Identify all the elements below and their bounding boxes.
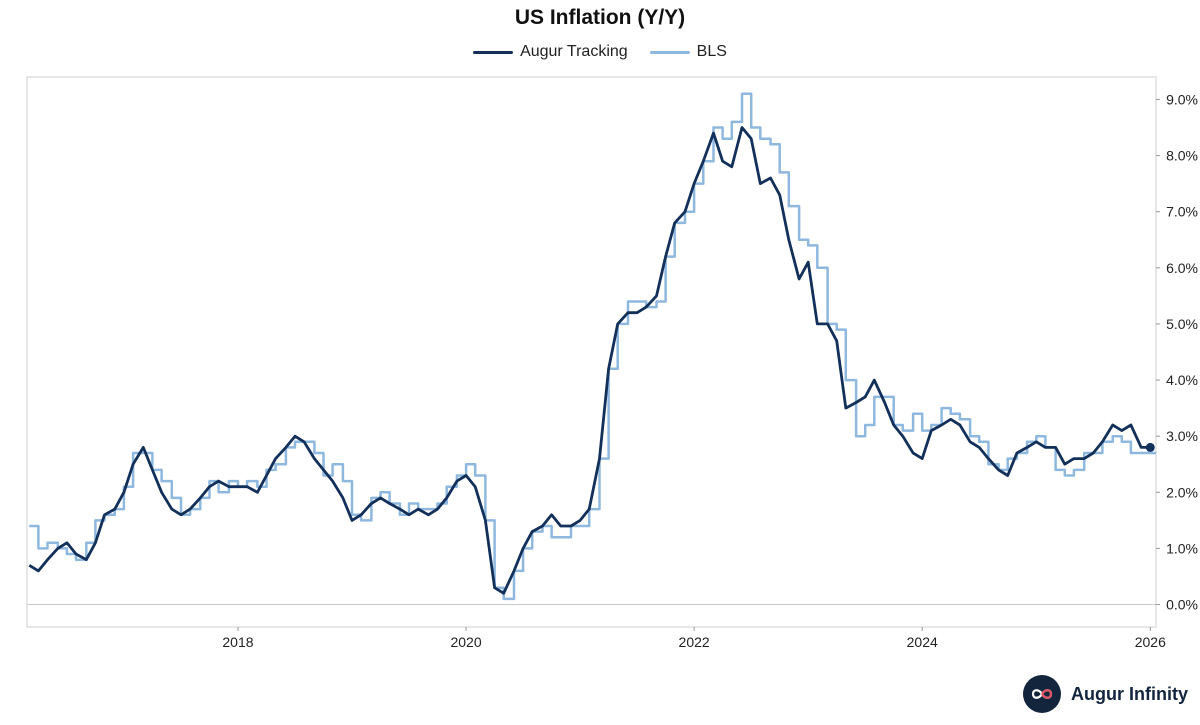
chart-title: US Inflation (Y/Y) xyxy=(514,6,686,29)
y-tick-label: 9.0% xyxy=(1166,91,1198,107)
series-line-bls xyxy=(29,92,1156,601)
y-tick-label: 0.0% xyxy=(1166,597,1198,613)
brand: Augur Infinity xyxy=(1023,675,1188,713)
series-layer xyxy=(28,92,1156,601)
y-tick-label: 5.0% xyxy=(1166,316,1198,332)
x-tick-label: 2026 xyxy=(1135,634,1166,650)
legend-item-augur-tracking[interactable]: Augur Tracking xyxy=(473,43,628,61)
series-line-augur-tracking xyxy=(28,126,1151,595)
brand-name: Augur Infinity xyxy=(1071,683,1188,704)
legend: Augur Tracking BLS xyxy=(0,43,1200,61)
y-tick-label: 6.0% xyxy=(1166,260,1198,276)
y-tick-label: 3.0% xyxy=(1166,428,1198,444)
x-tick-label: 2018 xyxy=(222,634,253,650)
legend-label-bls: BLS xyxy=(696,43,727,60)
legend-swatch-augur-tracking xyxy=(473,50,514,54)
legend-label-augur-tracking: Augur Tracking xyxy=(520,43,628,60)
y-tick-label: 7.0% xyxy=(1166,204,1198,220)
y-tick-label: 2.0% xyxy=(1166,484,1198,500)
legend-swatch-bls xyxy=(649,50,690,54)
x-tick-label: 2020 xyxy=(450,634,481,650)
y-tick-label: 4.0% xyxy=(1166,372,1198,388)
y-tick-label: 1.0% xyxy=(1166,540,1198,556)
infinity-icon xyxy=(1023,675,1062,713)
legend-item-bls[interactable]: BLS xyxy=(649,43,727,61)
x-tick-label: 2024 xyxy=(907,634,938,650)
x-tick-label: 2022 xyxy=(679,634,710,650)
plot-frame xyxy=(26,76,1157,628)
y-tick-label: 8.0% xyxy=(1166,148,1198,164)
series-end-marker-augur-tracking xyxy=(1145,442,1155,452)
axis-layer: 0.0% 1.0% 2.0% 3.0% 4.0% 5.0% 6.0% 7.0% 8.0% 9.0%… xyxy=(27,91,1198,650)
